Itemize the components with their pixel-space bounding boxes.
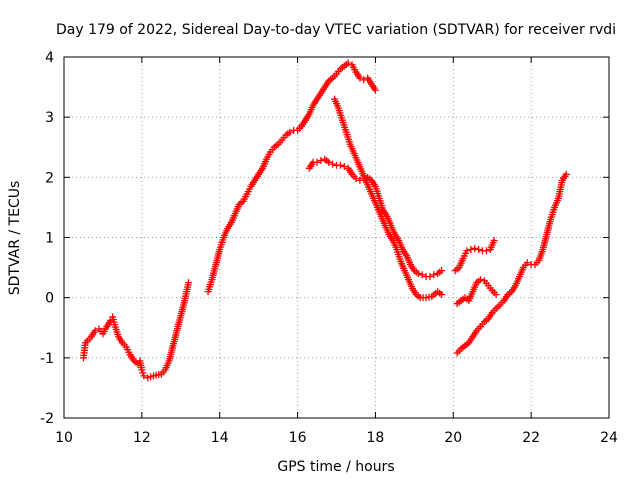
- series-track-e: [451, 237, 498, 275]
- data-point: [329, 160, 337, 168]
- y-tick-label: 4: [45, 50, 54, 66]
- data-point: [482, 247, 490, 255]
- y-tick-label: 2: [45, 170, 54, 186]
- series-track-b: [204, 59, 379, 296]
- series-track-a: [79, 279, 193, 382]
- x-axis-label: GPS time / hours: [277, 459, 394, 475]
- data-point: [523, 259, 531, 267]
- data-point: [490, 237, 498, 245]
- x-tick-label: 22: [522, 430, 540, 446]
- data-point: [467, 246, 475, 254]
- x-tick-label: 14: [211, 430, 229, 446]
- data-point: [492, 291, 500, 299]
- data-point: [313, 158, 321, 166]
- data-point: [344, 59, 352, 67]
- x-tick-label: 20: [444, 430, 462, 446]
- x-tick-label: 24: [600, 430, 618, 446]
- data-point: [286, 128, 294, 136]
- data-point: [471, 244, 479, 252]
- data-point: [91, 327, 99, 335]
- grid-layer: [64, 57, 609, 418]
- data-point: [477, 276, 485, 284]
- series-track-f: [453, 276, 500, 308]
- x-tick-label: 10: [55, 430, 73, 446]
- y-tick-label: -1: [40, 351, 54, 367]
- marks-layer: [79, 59, 570, 382]
- y-tick-label: 1: [45, 231, 54, 247]
- data-point: [463, 247, 471, 255]
- x-tick-label: 12: [133, 430, 151, 446]
- data-point: [371, 86, 379, 94]
- data-point: [340, 163, 348, 171]
- data-point: [317, 156, 325, 164]
- y-axis-label: SDTVAR / TECUs: [7, 181, 23, 296]
- data-point: [356, 176, 364, 184]
- y-tick-label: 3: [45, 110, 54, 126]
- data-point: [562, 170, 570, 178]
- series-track-g: [453, 170, 570, 357]
- data-point: [185, 279, 193, 287]
- chart-title: Day 179 of 2022, Sidereal Day-to-day VTE…: [56, 22, 616, 38]
- data-point: [426, 273, 434, 281]
- x-tick-label: 18: [367, 430, 385, 446]
- data-point: [418, 271, 426, 279]
- series-track-c: [331, 95, 446, 302]
- data-point: [138, 366, 146, 374]
- x-tick-label: 16: [289, 430, 307, 446]
- data-point: [430, 271, 438, 279]
- y-tick-label: -2: [40, 411, 54, 427]
- data-point: [360, 175, 368, 183]
- data-point: [475, 246, 483, 254]
- data-point: [140, 372, 148, 380]
- data-point: [438, 267, 446, 275]
- data-point: [139, 369, 147, 377]
- data-point: [356, 74, 364, 82]
- data-point: [352, 175, 360, 183]
- data-point: [438, 291, 446, 299]
- series-track-d: [305, 155, 446, 281]
- data-point: [414, 270, 422, 278]
- y-tick-label: 0: [45, 291, 54, 307]
- data-point: [336, 161, 344, 169]
- data-point: [325, 158, 333, 166]
